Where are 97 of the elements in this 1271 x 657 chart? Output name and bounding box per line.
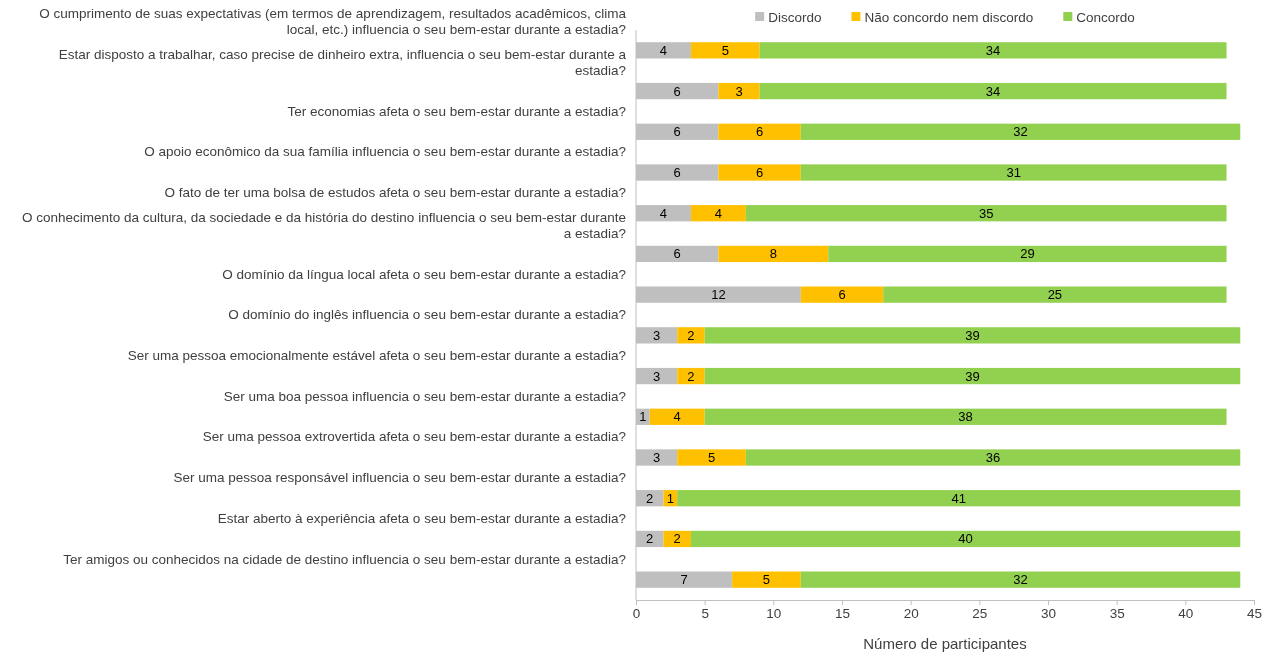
data-label: 6 (673, 83, 681, 99)
legend-label: Discordo (768, 9, 822, 25)
data-label: 39 (965, 327, 980, 343)
bar (800, 123, 1241, 140)
data-label: 6 (755, 165, 764, 181)
bar (663, 530, 691, 548)
x-tick-label: 20 (903, 605, 919, 621)
data-label: 38 (958, 409, 973, 425)
bar (759, 82, 1227, 100)
bar (828, 245, 1227, 263)
bar (732, 571, 801, 588)
bar (649, 408, 705, 425)
data-label: 2 (687, 368, 695, 384)
bar (718, 82, 760, 100)
data-label: 2 (646, 490, 654, 506)
y-tick-label: O apoio econômico da sua família influencia o seu bem-estar durante a estadia? (144, 144, 626, 160)
data-label: 6 (755, 124, 764, 140)
x-tick-label: 35 (1109, 605, 1125, 621)
y-tick-label: O cumprimento de suas expectativas (em termos de aprendizagem, resultados acadêmicos, clima local, etc.) influencia o seu bem-estar durante a estadia? (39, 6, 627, 38)
bar (718, 245, 829, 263)
x-tick-label: 40 (1178, 605, 1194, 621)
x-tick-label: 15 (834, 605, 851, 621)
y-tick-label: Ter economias afeta o seu bem-estar durante a estadia? (287, 103, 626, 119)
data-label: 32 (1013, 124, 1028, 140)
bar (718, 123, 801, 140)
data-label: 1 (639, 409, 647, 425)
legend-label: Concordo (1076, 9, 1135, 25)
data-label: 35 (978, 205, 994, 221)
bar (704, 327, 1241, 344)
data-label: 25 (1047, 287, 1063, 303)
y-tick-label: Estar disposto a trabalhar, caso precise de dinheiro extra, influencia o seu bem-estar durante a estadia? (58, 46, 627, 78)
bar (690, 42, 760, 59)
data-label: 36 (985, 450, 1001, 466)
x-tick-label: 10 (766, 605, 782, 621)
data-label: 32 (1013, 572, 1028, 588)
bar (677, 490, 1241, 507)
bar (800, 164, 1227, 181)
data-label: 41 (951, 490, 966, 506)
data-label: 4 (673, 409, 681, 425)
bar (718, 164, 801, 181)
data-label: 6 (673, 165, 681, 181)
data-label: 40 (958, 531, 973, 547)
data-label: 5 (721, 42, 729, 58)
y-tick-label: O domínio do inglês influencia o seu bem-estar durante a estadia? (228, 307, 626, 323)
legend-label: Não concordo nem discordo (864, 9, 1034, 25)
data-label: 34 (985, 83, 1001, 99)
x-tick-label: 45 (1246, 605, 1263, 621)
bar (677, 327, 705, 344)
data-label: 4 (714, 205, 723, 221)
bar (677, 449, 746, 466)
x-tick-label: 0 (632, 605, 641, 621)
data-label: 2 (687, 327, 695, 343)
y-tick-label: O domínio da língua local afeta o seu bem-estar durante a estadia? (222, 266, 626, 282)
y-tick-label: O fato de ter uma bolsa de estudos afeta o seu bem-estar durante a estadia? (164, 185, 626, 201)
bar (704, 408, 1227, 425)
data-label: 3 (652, 450, 661, 466)
data-label: 4 (659, 205, 668, 221)
y-tick-label: Ter amigos ou conhecidos na cidade de destino influencia o seu bem-estar durante a estadia? (63, 551, 626, 567)
y-tick-label: O conhecimento da cultura, da sociedade e da história do destino influencia o seu bem-estar durante a estadia? (21, 209, 626, 241)
x-tick-label: 5 (701, 605, 709, 621)
data-label: 6 (673, 246, 681, 262)
bar (745, 449, 1241, 466)
data-label: 4 (659, 42, 668, 58)
data-label: 39 (965, 368, 980, 384)
data-label: 5 (762, 572, 771, 588)
data-label: 6 (673, 124, 681, 140)
bar (745, 205, 1227, 222)
y-tick-label: Estar aberto à experiência afeta o seu bem-estar durante a estadia? (217, 510, 626, 526)
y-tick-label: Ser uma boa pessoa influencia o seu bem-estar durante a estadia? (223, 388, 626, 404)
data-label: 1 (666, 490, 674, 506)
data-label: 2 (673, 531, 681, 547)
data-label: 8 (769, 246, 777, 262)
data-label: 7 (680, 572, 688, 588)
bar (677, 367, 705, 385)
x-tick-label: 25 (972, 605, 988, 621)
x-axis-title: Número de participantes (863, 635, 1027, 652)
x-tick-label: 30 (1040, 605, 1057, 621)
data-label: 29 (1020, 246, 1035, 262)
data-label: 6 (838, 287, 846, 303)
data-label: 12 (711, 287, 726, 303)
data-label: 31 (1006, 165, 1021, 181)
bar (690, 205, 746, 222)
data-label: 3 (735, 83, 743, 99)
bar (759, 42, 1227, 59)
bar (690, 530, 1241, 548)
bar (800, 286, 884, 303)
bar (704, 367, 1241, 385)
data-label: 5 (707, 450, 716, 466)
data-label: 3 (652, 368, 661, 384)
y-tick-label: Ser uma pessoa extrovertida afeta o seu bem-estar durante a estadia? (202, 429, 626, 445)
bar (800, 571, 1241, 588)
data-label: 34 (985, 42, 1001, 58)
data-label: 3 (652, 327, 661, 343)
y-tick-label: Ser uma pessoa responsável influencia o seu bem-estar durante a estadia? (173, 470, 626, 486)
data-label: 2 (646, 531, 654, 547)
bar (883, 286, 1227, 303)
y-tick-label: Ser uma pessoa emocionalmente estável afeta o seu bem-estar durante a estadia? (127, 347, 626, 363)
